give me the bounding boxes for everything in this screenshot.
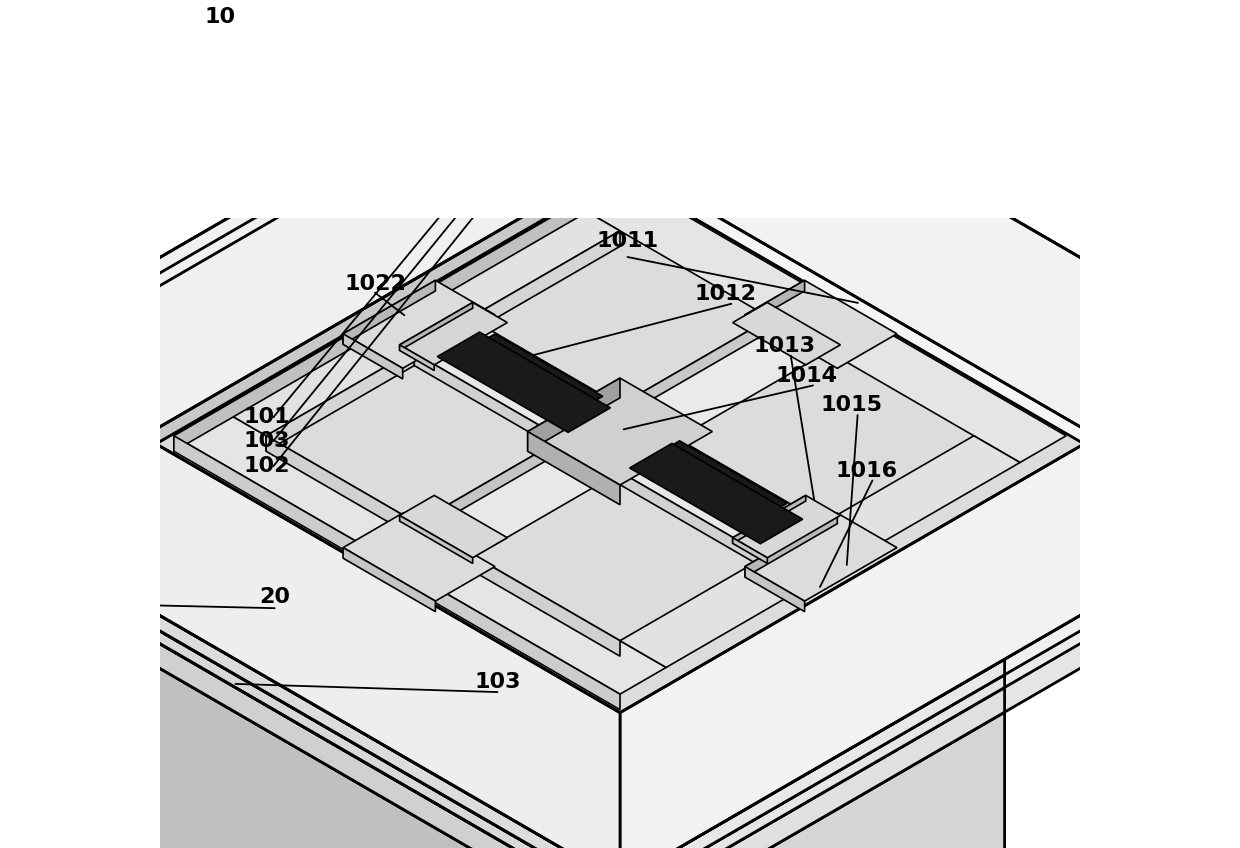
Polygon shape xyxy=(174,436,620,710)
Polygon shape xyxy=(414,422,591,537)
Polygon shape xyxy=(414,422,649,558)
Text: 1012: 1012 xyxy=(694,284,756,304)
Polygon shape xyxy=(414,320,649,455)
Text: 1014: 1014 xyxy=(776,365,838,386)
Text: 1022: 1022 xyxy=(343,274,405,293)
Polygon shape xyxy=(343,281,495,368)
Polygon shape xyxy=(0,44,1240,848)
Polygon shape xyxy=(745,513,897,601)
Polygon shape xyxy=(745,566,805,611)
Polygon shape xyxy=(453,334,603,421)
Polygon shape xyxy=(143,175,1097,728)
Polygon shape xyxy=(267,231,620,451)
Polygon shape xyxy=(414,524,472,571)
Polygon shape xyxy=(620,436,1021,667)
Polygon shape xyxy=(620,712,1004,848)
Polygon shape xyxy=(174,177,620,451)
Text: 103: 103 xyxy=(243,431,290,451)
Text: 10: 10 xyxy=(205,8,236,27)
Polygon shape xyxy=(399,303,472,350)
Text: 101: 101 xyxy=(243,407,290,427)
Polygon shape xyxy=(343,334,403,379)
Polygon shape xyxy=(267,436,620,656)
Polygon shape xyxy=(343,548,435,611)
Text: 1013: 1013 xyxy=(754,336,816,356)
Polygon shape xyxy=(528,432,620,505)
Polygon shape xyxy=(438,332,610,432)
Polygon shape xyxy=(0,489,620,848)
Polygon shape xyxy=(620,688,1004,848)
Polygon shape xyxy=(591,320,768,434)
Polygon shape xyxy=(0,437,620,848)
Polygon shape xyxy=(219,204,620,436)
Polygon shape xyxy=(399,303,507,365)
Polygon shape xyxy=(399,516,472,563)
Polygon shape xyxy=(745,281,805,326)
Polygon shape xyxy=(0,465,620,848)
Polygon shape xyxy=(733,495,841,558)
Polygon shape xyxy=(745,281,897,368)
Polygon shape xyxy=(620,0,1240,437)
Polygon shape xyxy=(143,437,620,728)
Polygon shape xyxy=(528,378,712,485)
Polygon shape xyxy=(620,675,1004,848)
Polygon shape xyxy=(630,444,802,544)
Polygon shape xyxy=(399,495,507,558)
Text: 1011: 1011 xyxy=(596,231,658,251)
Polygon shape xyxy=(591,422,826,558)
Text: 20: 20 xyxy=(259,587,290,607)
Polygon shape xyxy=(591,320,826,455)
Polygon shape xyxy=(745,513,837,577)
Text: 1015: 1015 xyxy=(821,395,883,416)
Polygon shape xyxy=(0,7,1240,848)
Polygon shape xyxy=(343,281,435,344)
Polygon shape xyxy=(528,378,620,451)
Polygon shape xyxy=(620,659,1004,848)
Text: 102: 102 xyxy=(243,456,290,477)
Polygon shape xyxy=(620,437,1240,848)
Polygon shape xyxy=(0,20,1240,848)
Polygon shape xyxy=(733,495,806,544)
Text: 103: 103 xyxy=(474,672,521,693)
Polygon shape xyxy=(174,409,666,695)
Polygon shape xyxy=(399,345,434,371)
Polygon shape xyxy=(343,513,495,601)
Polygon shape xyxy=(733,303,841,365)
Polygon shape xyxy=(733,538,768,563)
Polygon shape xyxy=(637,441,787,527)
Polygon shape xyxy=(0,452,620,848)
Polygon shape xyxy=(414,353,591,468)
Polygon shape xyxy=(0,437,620,848)
Polygon shape xyxy=(591,455,768,571)
Polygon shape xyxy=(574,177,1066,462)
Polygon shape xyxy=(0,0,620,437)
Polygon shape xyxy=(414,320,472,365)
Text: 1016: 1016 xyxy=(836,460,898,481)
Polygon shape xyxy=(143,160,620,451)
